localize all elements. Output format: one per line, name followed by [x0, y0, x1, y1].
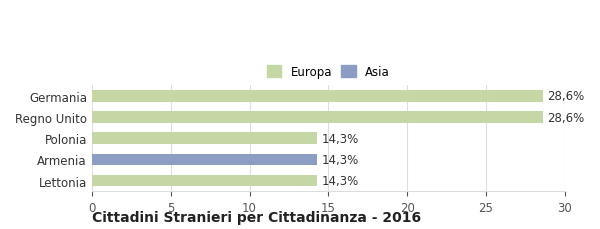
Text: Cittadini Stranieri per Cittadinanza - 2016: Cittadini Stranieri per Cittadinanza - 2…	[92, 210, 421, 224]
Text: 28,6%: 28,6%	[547, 111, 585, 124]
Text: 28,6%: 28,6%	[547, 90, 585, 103]
Bar	[92, 175, 317, 187]
Legend: Europa, Asia: Europa, Asia	[263, 62, 394, 82]
Text: 14,3%: 14,3%	[322, 174, 359, 187]
Text: 14,3%: 14,3%	[322, 132, 359, 145]
Bar	[92, 154, 317, 166]
Text: 14,3%: 14,3%	[322, 153, 359, 166]
Bar	[92, 112, 543, 123]
Bar	[92, 91, 543, 102]
Bar	[92, 133, 317, 144]
